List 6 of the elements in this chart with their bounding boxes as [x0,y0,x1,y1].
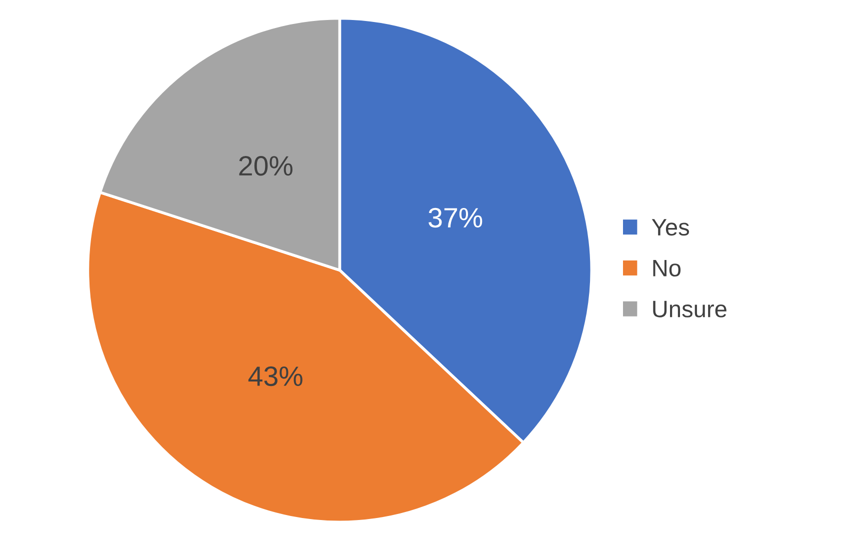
legend-label: Unsure [653,300,726,318]
data-label: 43% [248,366,302,386]
legend-label: No [653,260,681,277]
legend-label: Yes [652,219,690,236]
data-label: 20% [239,156,292,176]
data-label: 37% [428,208,482,228]
